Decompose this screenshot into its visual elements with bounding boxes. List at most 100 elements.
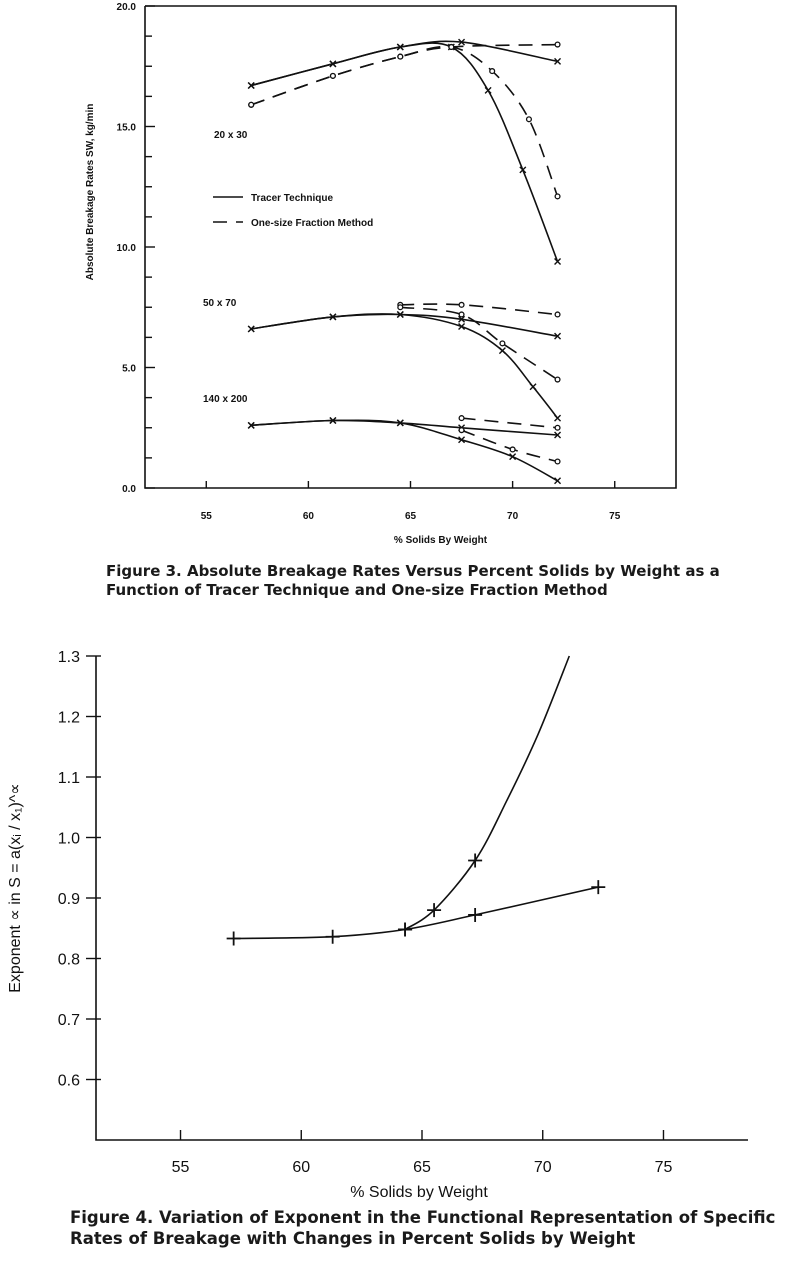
data-point xyxy=(591,880,606,895)
data-point xyxy=(427,903,442,918)
data-point xyxy=(468,853,483,868)
plot-axes xyxy=(95,656,748,1141)
data-series xyxy=(458,427,561,465)
size-fraction-label: 20 x 30 xyxy=(214,130,248,141)
data-point xyxy=(396,419,404,427)
data-point xyxy=(248,101,255,108)
data-series xyxy=(247,310,562,422)
data-point xyxy=(247,325,255,333)
data-point xyxy=(554,41,561,48)
data-point xyxy=(554,257,562,265)
data-point xyxy=(329,417,337,425)
data-point xyxy=(329,60,337,68)
data-point xyxy=(397,53,404,60)
figure-4: 0.6 0.7 0.8 0.9 1.0 1.1 1.2 1.3 55 60 65 70 75 % Soli… xyxy=(0,640,800,1287)
y-tick-label: 0.7 xyxy=(58,1012,80,1029)
figure-3-chart: 0.0 5.0 10.0 15.0 20.0 55 60 65 70 75 % Solids By … xyxy=(85,2,677,546)
y-tick-label: 5.0 xyxy=(122,364,136,375)
x-tick-label: 60 xyxy=(292,1159,310,1176)
data-point xyxy=(554,311,561,318)
y-tick-label: 10.0 xyxy=(117,243,137,254)
y-tick-label: 0.0 xyxy=(122,484,136,495)
series-line xyxy=(250,40,558,87)
x-tick-label: 70 xyxy=(507,511,519,522)
data-point xyxy=(247,421,255,429)
data-point xyxy=(398,922,413,937)
size-fraction-label: 140 x 200 xyxy=(203,394,248,405)
data-point xyxy=(396,43,404,51)
x-axis-label: % Solids by Weight xyxy=(350,1184,488,1201)
data-point xyxy=(554,376,561,383)
series-line xyxy=(251,313,559,419)
x-axis-label: % Solids By Weight xyxy=(394,535,488,546)
data-series xyxy=(398,655,571,937)
data-point xyxy=(458,415,465,422)
data-series xyxy=(247,417,562,439)
data-point xyxy=(397,304,404,311)
series-line xyxy=(404,655,571,931)
series-line xyxy=(250,45,559,197)
y-tick-label: 20.0 xyxy=(117,2,137,13)
series-line xyxy=(251,313,558,337)
y-axis-label: Absolute Breakage Rates SW, kg/min xyxy=(85,104,96,281)
series-line xyxy=(250,43,558,106)
data-point xyxy=(458,315,466,323)
data-point xyxy=(554,458,561,465)
data-point xyxy=(489,68,496,75)
data-point xyxy=(325,929,340,944)
data-point xyxy=(458,323,466,331)
y-tick-label: 1.0 xyxy=(58,831,80,848)
y-tick-label: 0.8 xyxy=(58,952,80,969)
data-point xyxy=(458,301,465,308)
x-tick-label: 75 xyxy=(609,511,621,522)
series-line xyxy=(461,429,558,463)
data-series xyxy=(247,417,562,485)
data-point xyxy=(554,424,561,431)
y-tick-label: 15.0 xyxy=(117,123,137,134)
y-tick-label: 0.6 xyxy=(58,1073,80,1090)
data-series xyxy=(397,304,561,383)
data-point xyxy=(498,347,506,355)
y-tick-label: 1.1 xyxy=(58,770,80,787)
size-fraction-label: 50 x 70 xyxy=(203,298,237,309)
x-tick-label: 65 xyxy=(413,1159,431,1176)
data-point xyxy=(247,82,255,90)
series-line xyxy=(233,886,599,940)
data-point xyxy=(468,907,483,922)
data-point xyxy=(458,311,465,318)
series-line xyxy=(461,417,558,429)
y-tick-label: 0.9 xyxy=(58,891,80,908)
data-point xyxy=(226,931,241,946)
y-tick-label: 1.2 xyxy=(58,710,80,727)
data-point xyxy=(554,57,562,65)
data-point xyxy=(554,477,562,485)
data-point xyxy=(529,383,537,391)
data-point xyxy=(554,332,562,340)
data-point xyxy=(458,436,466,444)
data-series xyxy=(226,880,606,946)
data-point xyxy=(329,313,337,321)
data-point xyxy=(525,116,533,123)
figure-4-chart: 0.6 0.7 0.8 0.9 1.0 1.1 1.2 1.3 55 60 65 70 75 % Soli… xyxy=(7,649,748,1201)
x-tick-label: 65 xyxy=(405,511,417,522)
data-point xyxy=(554,414,562,422)
figure-3-caption: Figure 3. Absolute Breakage Rates Versus… xyxy=(106,562,720,600)
data-point xyxy=(499,340,506,347)
data-point xyxy=(509,453,517,461)
y-axis-label: Exponent ∝ in S = a(xᵢ / x₁)^∝ xyxy=(7,783,24,992)
data-point xyxy=(554,431,562,439)
data-point xyxy=(396,310,404,318)
data-point xyxy=(448,43,455,51)
data-series xyxy=(458,415,561,431)
x-tick-label: 55 xyxy=(172,1159,190,1176)
plot-frame xyxy=(144,5,677,489)
legend-entry: Tracer Technique xyxy=(251,193,334,204)
y-tick-label: 1.3 xyxy=(58,649,80,666)
legend-entry: One-size Fraction Method xyxy=(251,218,373,229)
data-point xyxy=(329,72,336,79)
data-point xyxy=(458,38,466,46)
data-series xyxy=(247,42,562,265)
figure-4-caption: Figure 4. Variation of Exponent in the F… xyxy=(70,1208,776,1249)
data-series xyxy=(248,43,561,200)
data-point xyxy=(519,166,527,174)
